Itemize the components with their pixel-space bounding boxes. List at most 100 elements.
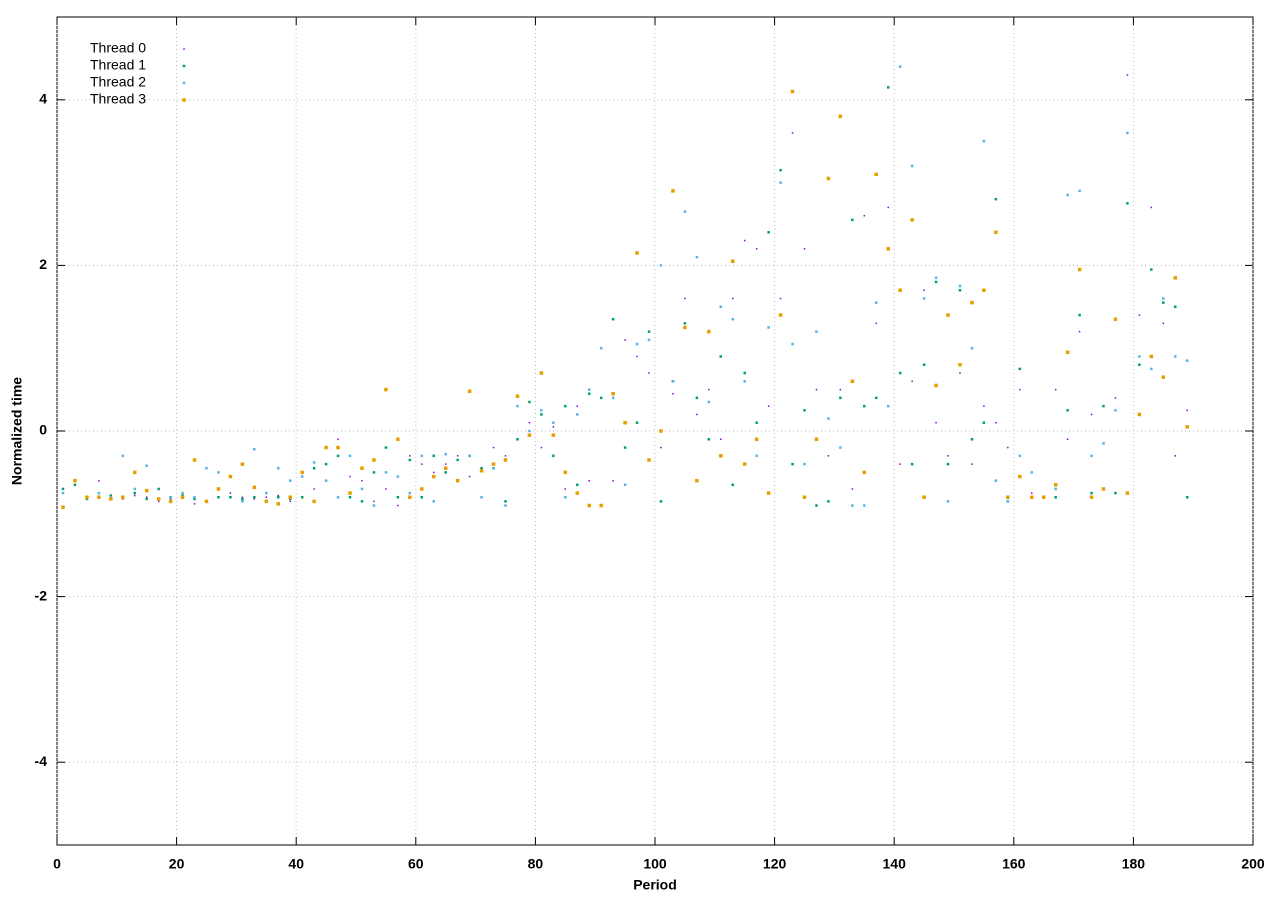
point [504,500,507,503]
point [862,470,867,475]
point [504,455,507,457]
x-axis-label: Period [633,877,677,893]
point [492,446,495,449]
legend-label: Thread 3 [90,91,146,107]
point [384,387,388,392]
point [360,466,364,471]
point [1065,350,1070,355]
x-tick-label: 160 [1002,856,1026,872]
point [443,466,448,471]
point [1138,355,1141,358]
point [708,388,710,391]
point [874,172,879,177]
point [132,470,137,475]
point [839,396,842,400]
point [635,421,639,424]
point [265,496,268,498]
point [337,438,339,441]
legend-marker [183,48,185,50]
point [934,276,938,280]
x-tick-label: 80 [528,856,544,872]
legend-marker [182,81,186,85]
point [480,467,483,470]
point [815,330,818,333]
point [396,495,400,499]
point [73,478,77,483]
point [719,355,723,358]
point [815,504,818,507]
point [540,409,543,412]
x-tick-label: 20 [169,856,185,872]
point [551,433,556,437]
legend-label: Thread 1 [90,57,146,73]
point [611,391,615,396]
point [886,404,890,408]
point [1174,305,1177,309]
point [409,455,411,457]
point [73,483,77,487]
point [898,288,902,292]
point [552,454,555,458]
point [384,471,388,474]
point [719,305,723,309]
point [695,478,699,483]
point [1149,354,1154,359]
point [1126,74,1129,76]
point [659,264,663,267]
point [576,405,579,407]
point [1006,500,1010,503]
point [133,487,136,491]
point [647,330,651,333]
point [827,455,830,457]
point [180,495,185,499]
point [528,429,531,433]
point [1006,495,1010,499]
point [1090,491,1093,495]
point [169,498,172,500]
point [911,380,913,383]
point [385,488,387,490]
point [253,447,256,451]
point [300,470,304,475]
point [1090,454,1093,458]
point [970,346,974,350]
x-tick-label: 180 [1122,856,1146,872]
point [839,388,842,391]
point [971,463,973,465]
point [1077,267,1082,272]
x-tick-label: 100 [643,856,667,872]
point [695,255,699,259]
point [1126,131,1129,135]
point [899,463,901,465]
point [672,392,674,395]
point [995,421,997,424]
point [803,248,806,250]
point [181,491,184,495]
point [827,500,830,503]
point [959,372,961,374]
point [1185,495,1189,499]
point [1007,446,1009,449]
point [647,458,651,462]
point [253,498,256,500]
point [169,495,172,499]
point [958,288,962,292]
point [1102,442,1105,445]
point [1030,471,1033,474]
point [910,462,914,466]
point [552,426,555,428]
point [373,500,375,503]
point [742,462,747,466]
point [851,488,854,490]
point [168,499,173,504]
point [432,454,435,458]
point [767,231,770,234]
point [1041,495,1046,499]
point [1078,313,1081,317]
point [1174,355,1177,358]
point [719,454,723,458]
point [1078,189,1081,193]
point [421,463,423,465]
point [635,251,639,255]
point [336,454,340,458]
